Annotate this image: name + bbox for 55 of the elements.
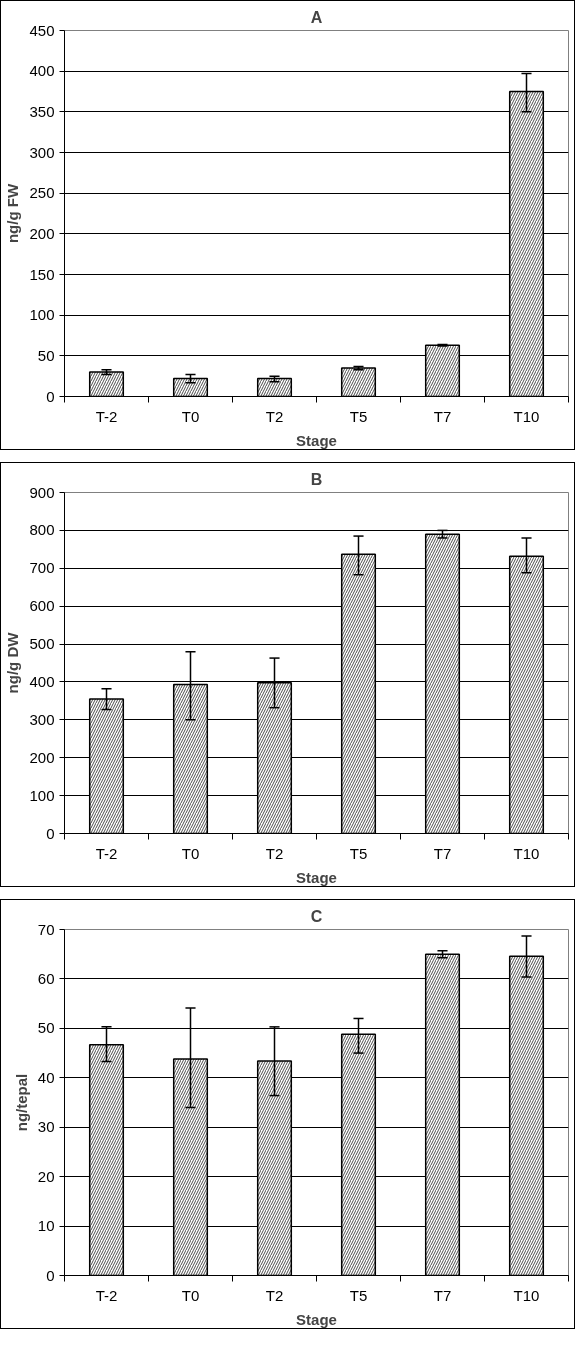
y-tick-label: 450 — [29, 21, 55, 39]
y-tick-label: 400 — [29, 672, 55, 690]
y-tick-label: 800 — [29, 521, 55, 539]
y-tick-label: 70 — [37, 920, 55, 938]
x-tick-label: T5 — [349, 407, 368, 425]
y-axis-title: ng/tepal — [12, 1073, 30, 1132]
chart-title: B — [310, 470, 323, 488]
y-tick-label: 900 — [29, 483, 55, 501]
y-tick-label: 700 — [29, 559, 55, 577]
y-tick-label: 300 — [29, 143, 55, 161]
y-tick-label: 250 — [29, 184, 55, 202]
x-axis-title: Stage — [296, 868, 337, 886]
x-tick-label: T-2 — [95, 1286, 118, 1304]
y-tick-label: 350 — [29, 102, 55, 120]
y-tick-label: 0 — [46, 1266, 55, 1284]
y-tick-label: 50 — [37, 346, 55, 364]
chart-title: C — [310, 907, 323, 925]
y-tick-label: 0 — [46, 387, 55, 405]
y-tick-label: 150 — [29, 265, 55, 283]
y-tick-label: 20 — [37, 1167, 55, 1185]
x-tick-label: T0 — [181, 407, 200, 425]
y-tick-label: 400 — [29, 62, 55, 80]
y-tick-label: 600 — [29, 597, 55, 615]
y-tick-label: 40 — [37, 1068, 55, 1086]
x-axis-title: Stage — [296, 1310, 337, 1328]
x-tick-label: T10 — [513, 844, 540, 862]
y-tick-label: 50 — [37, 1019, 55, 1037]
x-tick-label: T7 — [433, 1286, 452, 1304]
x-tick-label: T2 — [265, 1286, 284, 1304]
y-tick-label: 0 — [46, 824, 55, 842]
x-tick-label: T-2 — [95, 844, 118, 862]
y-tick-label: 200 — [29, 748, 55, 766]
x-tick-label: T-2 — [95, 407, 118, 425]
x-tick-label: T0 — [181, 1286, 200, 1304]
y-tick-label: 100 — [29, 306, 55, 324]
x-tick-label: T2 — [265, 844, 284, 862]
x-tick-label: T7 — [433, 844, 452, 862]
x-tick-label: T0 — [181, 844, 200, 862]
x-tick-label: T2 — [265, 407, 284, 425]
chart-title: A — [310, 8, 323, 26]
y-axis-title: ng/g FW — [4, 183, 22, 244]
x-tick-label: T5 — [349, 844, 368, 862]
y-tick-label: 300 — [29, 710, 55, 728]
y-axis-title: ng/g DW — [4, 631, 22, 694]
x-tick-label: T10 — [513, 1286, 540, 1304]
y-tick-label: 100 — [29, 786, 55, 804]
x-tick-label: T5 — [349, 1286, 368, 1304]
x-tick-label: T7 — [433, 407, 452, 425]
y-tick-label: 60 — [37, 969, 55, 987]
y-tick-label: 10 — [37, 1217, 55, 1235]
x-tick-label: T10 — [513, 407, 540, 425]
y-tick-label: 200 — [29, 224, 55, 242]
x-axis-title: Stage — [296, 431, 337, 449]
y-tick-label: 500 — [29, 635, 55, 653]
y-tick-label: 30 — [37, 1118, 55, 1136]
